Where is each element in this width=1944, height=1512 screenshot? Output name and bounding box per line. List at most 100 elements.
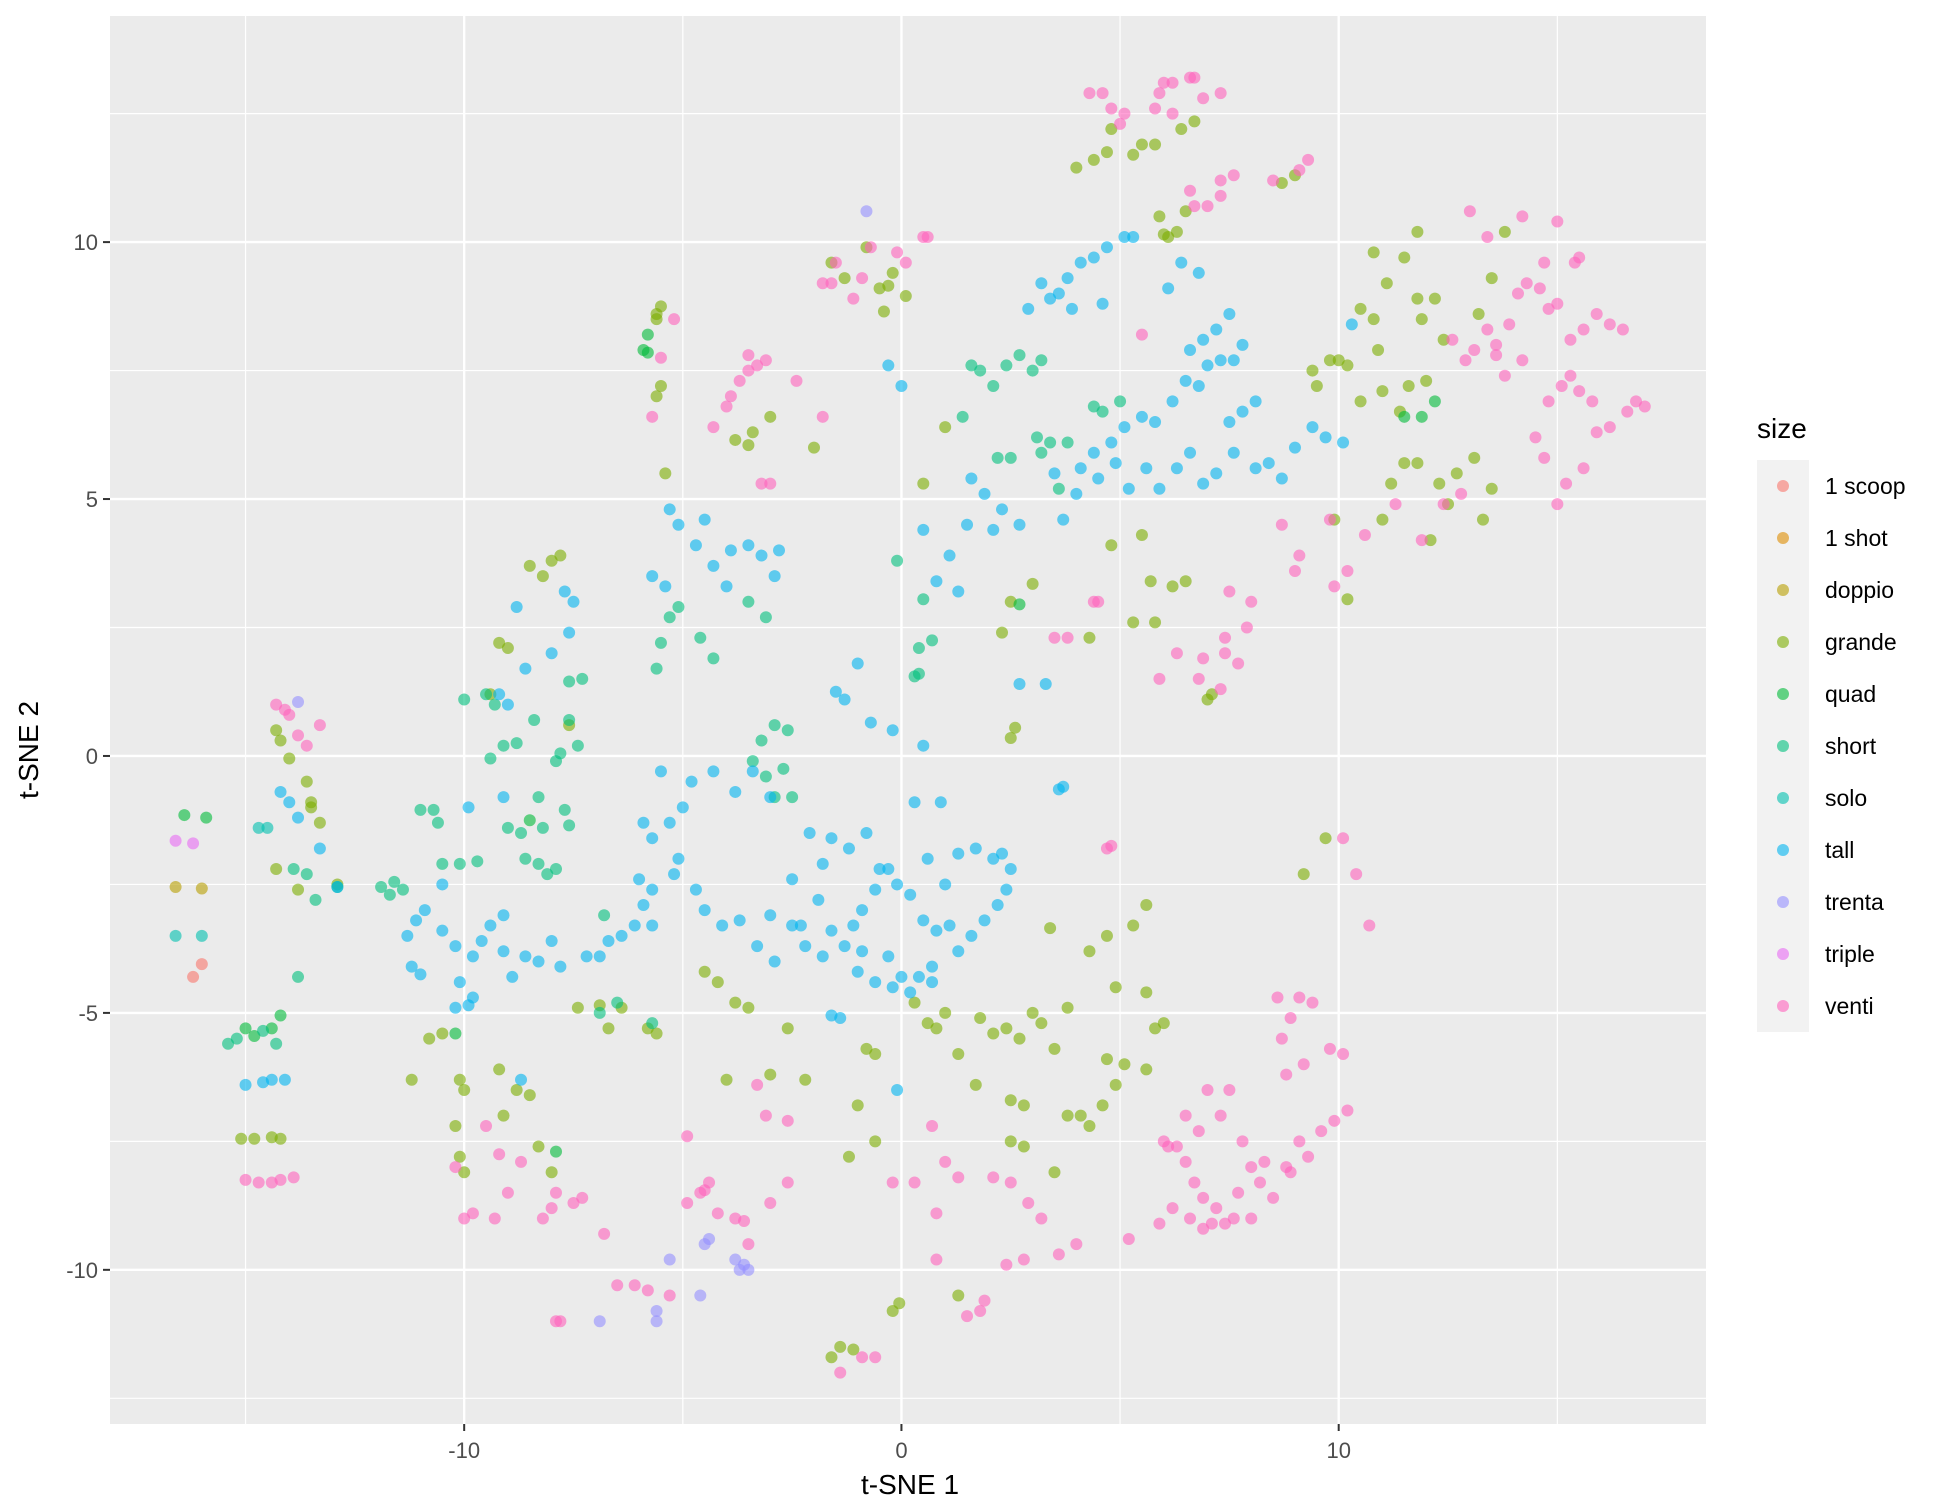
point-grande [1127, 919, 1140, 932]
point-short [300, 868, 313, 881]
point-grande [860, 1042, 873, 1055]
point-trenta [650, 1315, 663, 1328]
point-grande [807, 441, 820, 454]
point-short [593, 1006, 606, 1019]
point-tall [449, 1001, 462, 1014]
x-tick-label: -10 [448, 1438, 480, 1463]
point-grande [1468, 451, 1481, 464]
point-grande [1096, 1099, 1109, 1112]
point-short [484, 752, 497, 765]
point-tall [453, 976, 466, 989]
point-venti [1481, 230, 1494, 243]
point-venti [1245, 1161, 1258, 1174]
point-tall [764, 791, 777, 804]
y-tick-label: 5 [86, 487, 98, 512]
point-grande [1074, 1109, 1087, 1122]
point-venti [1227, 169, 1240, 182]
point-tall [685, 775, 698, 788]
point-tall [410, 914, 423, 927]
point-tall [943, 549, 956, 562]
legend-title: size [1757, 413, 1807, 444]
point-grande [1411, 292, 1424, 305]
point-grande [974, 1012, 987, 1025]
point-grande [1149, 138, 1162, 151]
point-tall [773, 544, 786, 557]
point-tall [816, 950, 829, 963]
point-short [431, 816, 444, 829]
point-venti [292, 729, 305, 742]
point-grande [1380, 277, 1393, 290]
point-tall [1039, 678, 1052, 691]
point-grande [300, 775, 313, 788]
point-grande [921, 1017, 934, 1030]
point-venti [742, 364, 755, 377]
point-venti [1153, 672, 1166, 685]
point-tall [1149, 415, 1162, 428]
point-tall [926, 960, 939, 973]
point-grande [453, 1073, 466, 1086]
legend-label-1-shot: 1 shot [1825, 525, 1888, 551]
legend-label-doppio: doppio [1825, 577, 1894, 603]
point-short [375, 881, 388, 894]
point-short [694, 631, 707, 644]
point-venti [1297, 1058, 1310, 1071]
legend: size 1 scoop 1 shot doppio grande quad short s… [1757, 413, 1906, 1032]
point-tall [952, 945, 965, 958]
point-short [1030, 431, 1043, 444]
point-tall [1227, 354, 1240, 367]
point-grande [1385, 477, 1398, 490]
legend-key-1-scoop [1777, 480, 1789, 492]
point-tall [1201, 359, 1214, 372]
point-tall [707, 559, 720, 572]
point-tall [1004, 863, 1017, 876]
legend-label-triple: triple [1825, 941, 1875, 967]
point-grande [1476, 513, 1489, 526]
point-tall [825, 832, 838, 845]
point-short [965, 359, 978, 372]
point-grande [1149, 1022, 1162, 1035]
point-quad [200, 811, 213, 824]
point-venti [1555, 379, 1568, 392]
point-triple [169, 834, 182, 847]
point-grande [274, 1132, 287, 1145]
point-venti [554, 1315, 567, 1328]
point-short [650, 662, 663, 675]
point-venti [1538, 451, 1551, 464]
point-grande [305, 801, 318, 814]
point-tall [663, 816, 676, 829]
legend-label-grande: grande [1825, 629, 1897, 655]
legend-label-tall: tall [1825, 837, 1854, 863]
point-tall [978, 487, 991, 500]
point-venti [908, 1176, 921, 1189]
point-grande [825, 1351, 838, 1364]
point-tall [418, 904, 431, 917]
point-short [759, 611, 772, 624]
point-tall [825, 1009, 838, 1022]
point-venti [681, 1130, 694, 1143]
point-trenta [292, 696, 305, 709]
point-tall [497, 945, 510, 958]
point-grande [1061, 1109, 1074, 1122]
point-venti [1446, 333, 1459, 346]
point-tall [401, 929, 414, 942]
point-venti [930, 1253, 943, 1266]
point-venti [1293, 549, 1306, 562]
legend-key-triple [1777, 948, 1789, 960]
point-short [654, 636, 667, 649]
point-short [519, 852, 532, 865]
point-tall [436, 924, 449, 937]
x-tick-label: 0 [895, 1438, 907, 1463]
point-venti [641, 1284, 654, 1297]
point-grande [1157, 1017, 1170, 1030]
point-tall [969, 842, 982, 855]
point-grande [842, 1150, 855, 1163]
y-tick-label: 0 [86, 744, 98, 769]
point-short [458, 693, 471, 706]
point-tall [803, 827, 816, 840]
point-venti [1638, 400, 1651, 413]
point-tall [1197, 333, 1210, 346]
point-venti [1240, 621, 1253, 634]
point-tall [466, 991, 479, 1004]
y-tick-label: 10 [74, 230, 98, 255]
point-short [974, 364, 987, 377]
